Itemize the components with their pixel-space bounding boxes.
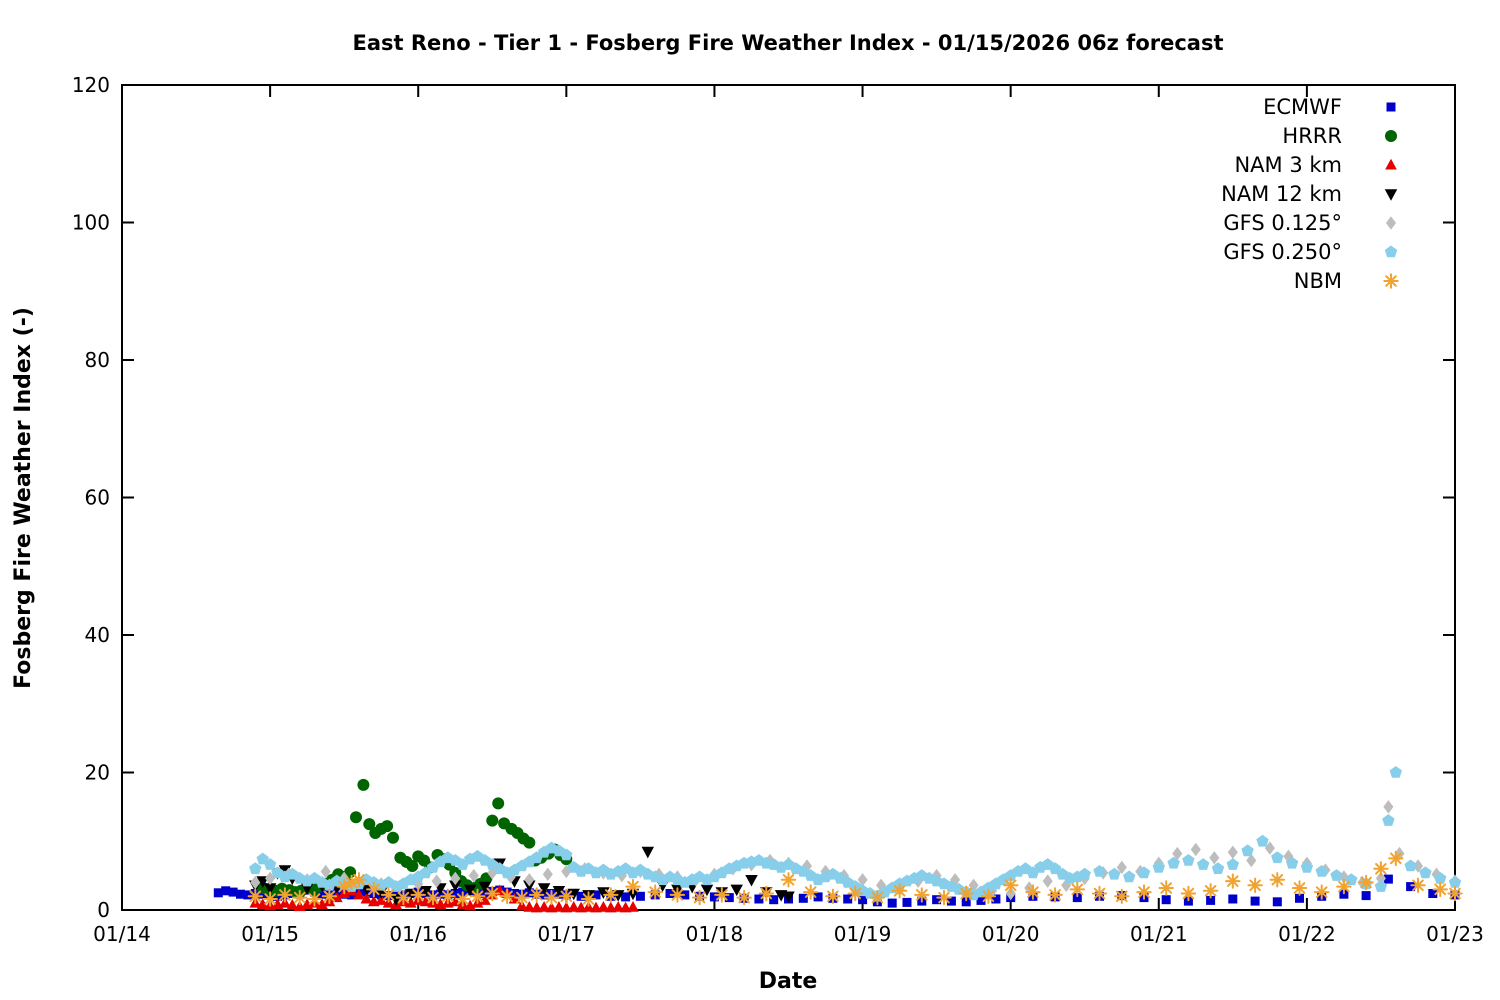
legend-marker-ecmwf — [1386, 102, 1396, 112]
x-tick-label-01-20: 01/20 — [982, 922, 1040, 946]
series-nam-3-km — [249, 884, 639, 913]
legend-label-gfs-0-125: GFS 0.125° — [1223, 211, 1342, 235]
y-tick-label-80: 80 — [85, 348, 110, 372]
legend-label-ecmwf: ECMWF — [1263, 95, 1342, 119]
legend-label-gfs-0-250: GFS 0.250° — [1223, 240, 1342, 264]
y-tick-label-60: 60 — [85, 486, 110, 510]
legend-label-nam-12-km: NAM 12 km — [1221, 182, 1342, 206]
series-nbm — [247, 850, 1463, 907]
x-tick-label-01-21: 01/21 — [1130, 922, 1188, 946]
legend-entry-nbm: NBM — [1294, 269, 1399, 293]
legend-entry-nam-12-km: NAM 12 km — [1221, 182, 1398, 206]
data-series — [213, 766, 1463, 913]
y-tick-label-40: 40 — [85, 623, 110, 647]
y-axis-label: Fosberg Fire Weather Index (-) — [11, 307, 36, 689]
legend-marker-gfs-0-125 — [1385, 216, 1397, 230]
legend-entry-gfs-0-250: GFS 0.250° — [1223, 240, 1398, 264]
x-tick-label-01-23: 01/23 — [1426, 922, 1484, 946]
x-tick-label-01-14: 01/14 — [93, 922, 151, 946]
y-tick-label-0: 0 — [97, 898, 110, 922]
legend-marker-gfs-0-250 — [1384, 245, 1398, 258]
legend-entry-gfs-0-125: GFS 0.125° — [1223, 211, 1397, 235]
legend-entry-ecmwf: ECMWF — [1263, 95, 1396, 119]
legend-marker-nam-3-km — [1385, 158, 1397, 170]
legend-marker-nbm — [1383, 273, 1399, 289]
x-tick-label-01-16: 01/16 — [389, 922, 447, 946]
legend-entry-hrrr: HRRR — [1282, 124, 1397, 148]
y-tick-label-120: 120 — [72, 73, 110, 97]
legend-label-nbm: NBM — [1294, 269, 1342, 293]
legend-marker-hrrr — [1385, 130, 1397, 142]
x-tick-label-01-17: 01/17 — [538, 922, 596, 946]
x-tick-label-01-18: 01/18 — [686, 922, 744, 946]
x-tick-label-01-15: 01/15 — [241, 922, 299, 946]
legend-marker-nam-12-km — [1384, 189, 1398, 201]
plot-border — [121, 84, 1456, 911]
legend-label-hrrr: HRRR — [1282, 124, 1342, 148]
axis-ticks: 01/14 01/15 01/16 01/17 01/18 01/19 01/20 01/21… — [72, 73, 1484, 946]
series-gfs-0-250 — [249, 766, 1462, 902]
y-tick-label-20: 20 — [85, 761, 110, 785]
x-tick-label-01-19: 01/19 — [834, 922, 892, 946]
legend: ECMWF HRRR NAM 3 km NAM 12 km GFS 0.125° GFS … — [1221, 95, 1399, 293]
y-tick-label-100: 100 — [72, 211, 110, 235]
x-axis-label: Date — [759, 969, 818, 994]
chart-title: East Reno - Tier 1 - Fosberg Fire Weathe… — [353, 31, 1224, 55]
legend-label-nam-3-km: NAM 3 km — [1234, 153, 1342, 177]
legend-entry-nam-3-km: NAM 3 km — [1234, 153, 1397, 177]
x-tick-label-01-22: 01/22 — [1278, 922, 1336, 946]
